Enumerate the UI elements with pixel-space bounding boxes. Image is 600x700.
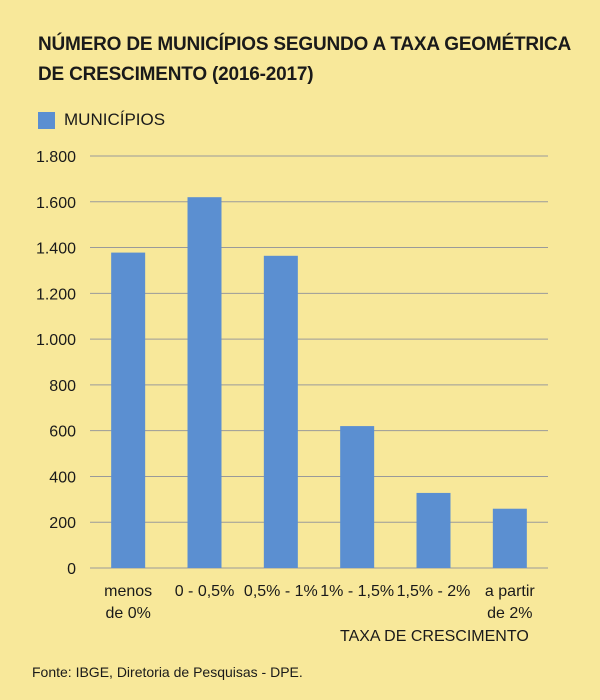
x-tick-label: 0 - 0,5% (175, 583, 235, 600)
x-tick-label: 1% - 1,5% (320, 583, 394, 600)
y-tick-label: 400 (49, 469, 76, 486)
x-tick-label: a partir de 2% (485, 583, 535, 622)
bar (340, 426, 375, 568)
bar (416, 492, 451, 568)
bar (187, 197, 222, 568)
y-tick-label: 0 (67, 561, 76, 578)
x-tick-label: menos de 0% (104, 583, 152, 622)
y-tick-label: 1.600 (36, 195, 76, 212)
gridlines (90, 155, 548, 569)
bar (492, 508, 527, 568)
chart-title-line-1: NÚMERO DE MUNICÍPIOS SEGUNDO A TAXA GEOM… (38, 34, 572, 55)
bar (263, 255, 298, 568)
y-tick-label: 1.000 (36, 332, 76, 349)
x-axis-title: TAXA DE CRESCIMENTO (340, 628, 529, 645)
y-tick-label: 200 (49, 515, 76, 532)
chart-title: NÚMERO DE MUNICÍPIOS SEGUNDO A TAXA GEOM… (38, 30, 578, 90)
y-tick-label: 800 (49, 378, 76, 395)
legend-label: MUNICÍPIOS (64, 110, 166, 129)
x-tick-label: 1,5% - 2% (397, 583, 471, 600)
x-tick-label: 0,5% - 1% (244, 583, 318, 600)
bars (111, 197, 527, 568)
y-tick-label: 1.800 (36, 149, 76, 166)
chart-title-line-2: DE CRESCIMENTO (2016-2017) (38, 64, 314, 85)
y-tick-label: 600 (49, 424, 76, 441)
x-axis-tick-labels: menos de 0% 0 - 0,5% 0,5% - 1% 1% - 1,5% 1,5%… (104, 583, 535, 622)
bar (111, 252, 146, 568)
source-note: Fonte: IBGE, Diretoria de Pesquisas - DP… (32, 664, 303, 680)
y-axis-tick-labels: 0 200 400 600 800 1.000 1.200 1.400 1.600 1.800 (36, 149, 76, 578)
y-tick-label: 1.200 (36, 286, 76, 303)
legend: MUNICÍPIOS (38, 110, 165, 130)
legend-swatch (38, 111, 55, 129)
y-tick-label: 1.400 (36, 241, 76, 258)
